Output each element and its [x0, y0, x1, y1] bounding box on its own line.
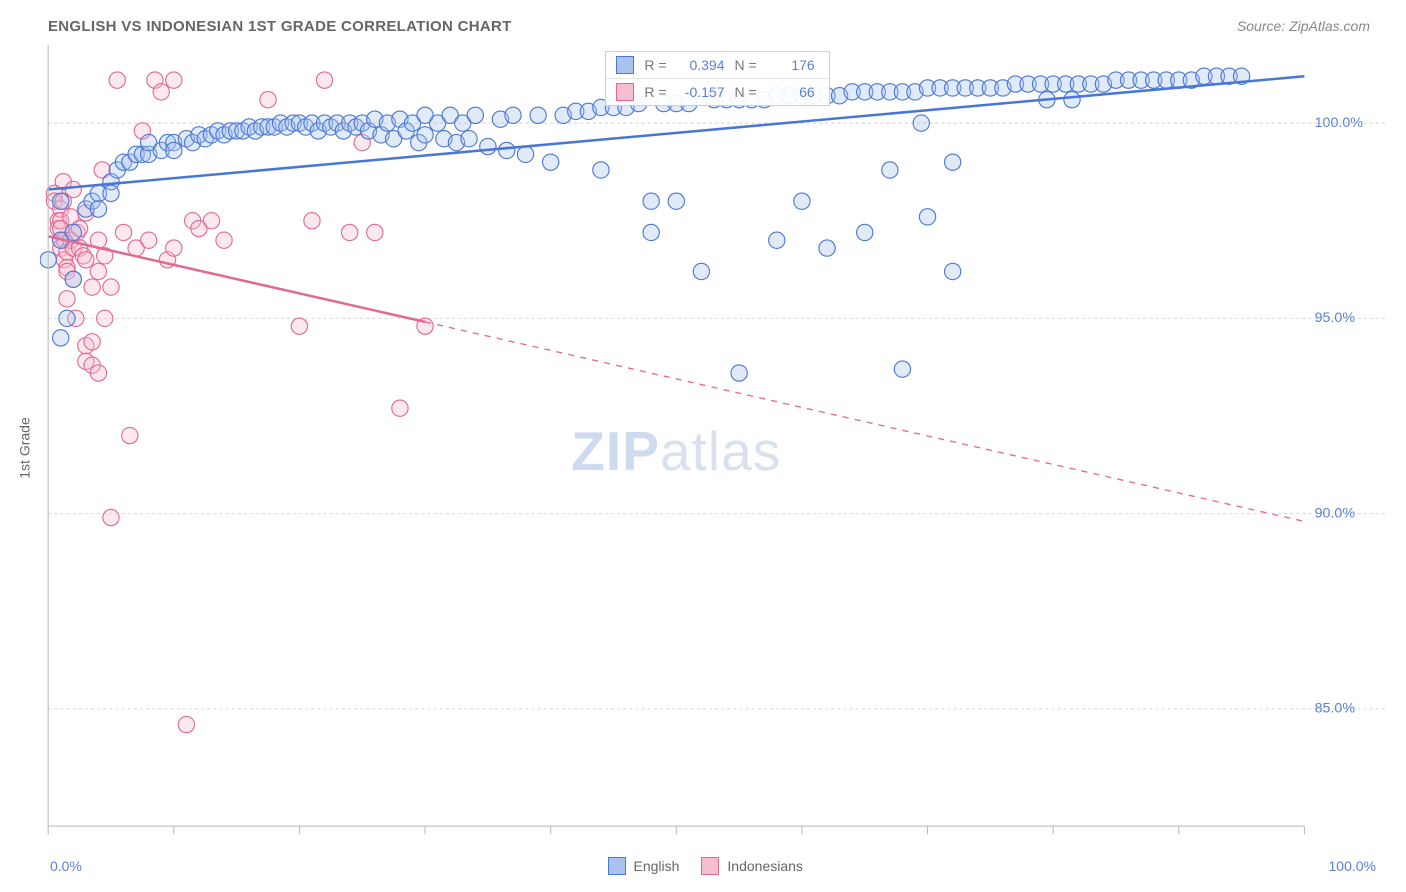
data-point [103, 185, 119, 201]
data-point [499, 142, 515, 158]
data-point [945, 263, 961, 279]
data-point [819, 240, 835, 256]
data-point [122, 427, 138, 443]
r-label: R = [644, 84, 666, 100]
data-point [731, 365, 747, 381]
data-point [857, 224, 873, 240]
svg-text:95.0%: 95.0% [1315, 310, 1356, 326]
trend-line [48, 236, 425, 322]
x-axis-min-label: 0.0% [50, 858, 82, 874]
data-point [342, 224, 358, 240]
correlation-row: R = -0.157 N = 66 [606, 79, 828, 105]
data-point [166, 72, 182, 88]
data-point [84, 334, 100, 350]
source-label: Source: ZipAtlas.com [1237, 18, 1370, 34]
data-point [78, 252, 94, 268]
plot-area: 85.0%90.0%95.0%100.0%ZIPatlas R =0.394N … [40, 45, 1386, 851]
x-axis-footer: 0.0% English Indonesians 100.0% [10, 851, 1386, 875]
legend-swatch [701, 857, 719, 875]
y-axis-label-column: 1st Grade [10, 45, 40, 851]
series-legend: English Indonesians [608, 857, 803, 875]
data-point [115, 224, 131, 240]
data-point [166, 142, 182, 158]
data-point [894, 361, 910, 377]
legend-swatch [608, 857, 626, 875]
data-point [417, 127, 433, 143]
data-point [90, 365, 106, 381]
legend-label: English [634, 858, 680, 874]
data-point [291, 318, 307, 334]
data-point [53, 193, 69, 209]
data-point [945, 154, 961, 170]
x-axis-max-label: 100.0% [1329, 858, 1376, 874]
n-value: 176 [767, 57, 815, 73]
data-point [216, 232, 232, 248]
chart-header: ENGLISH VS INDONESIAN 1ST GRADE CORRELAT… [10, 10, 1386, 45]
trend-line-extrapolated [425, 322, 1304, 522]
legend-item: English [608, 857, 680, 875]
svg-text:85.0%: 85.0% [1315, 701, 1356, 717]
n-label: N = [735, 84, 757, 100]
svg-text:90.0%: 90.0% [1315, 505, 1356, 521]
data-point [367, 224, 383, 240]
data-point [530, 107, 546, 123]
data-point [480, 138, 496, 154]
n-value: 66 [767, 84, 815, 100]
data-point [1064, 92, 1080, 108]
data-point [543, 154, 559, 170]
data-point [794, 193, 810, 209]
data-point [693, 263, 709, 279]
data-point [178, 716, 194, 732]
data-point [90, 263, 106, 279]
data-point [203, 213, 219, 229]
data-point [109, 72, 125, 88]
series-swatch [616, 83, 634, 101]
data-point [166, 240, 182, 256]
data-point [517, 146, 533, 162]
data-point [59, 310, 75, 326]
data-point [97, 310, 113, 326]
r-value: -0.157 [677, 84, 725, 100]
data-point [90, 201, 106, 217]
r-label: R = [644, 57, 666, 73]
r-value: 0.394 [677, 57, 725, 73]
chart-svg: 85.0%90.0%95.0%100.0%ZIPatlas [40, 45, 1386, 851]
data-point [467, 107, 483, 123]
data-point [103, 509, 119, 525]
data-point [316, 72, 332, 88]
y-axis-label: 1st Grade [17, 417, 33, 478]
data-point [392, 400, 408, 416]
watermark: ZIPatlas [571, 420, 781, 482]
data-point [505, 107, 521, 123]
data-point [769, 232, 785, 248]
data-point [103, 279, 119, 295]
n-label: N = [735, 57, 757, 73]
chart-container: 1st Grade 85.0%90.0%95.0%100.0%ZIPatlas … [10, 45, 1386, 851]
data-point [153, 84, 169, 100]
chart-title: ENGLISH VS INDONESIAN 1ST GRADE CORRELAT… [48, 18, 512, 35]
data-point [59, 291, 75, 307]
correlation-row: R = 0.394 N = 176 [606, 52, 828, 79]
data-point [53, 330, 69, 346]
data-point [141, 232, 157, 248]
data-point [304, 213, 320, 229]
data-point [913, 115, 929, 131]
series-swatch [616, 56, 634, 74]
data-point [260, 92, 276, 108]
data-point [84, 279, 100, 295]
data-point [668, 193, 684, 209]
data-point [65, 271, 81, 287]
data-point [882, 162, 898, 178]
correlation-legend-box: R = 0.394 N = 176 R = -0.157 N = 66 [605, 51, 829, 106]
data-point [593, 162, 609, 178]
plot-column: 85.0%90.0%95.0%100.0%ZIPatlas R =0.394N … [40, 45, 1386, 851]
data-point [643, 193, 659, 209]
data-point [919, 209, 935, 225]
data-point [65, 181, 81, 197]
data-point [461, 131, 477, 147]
legend-label: Indonesians [727, 858, 803, 874]
data-point [65, 224, 81, 240]
data-point [643, 224, 659, 240]
legend-item: Indonesians [701, 857, 803, 875]
